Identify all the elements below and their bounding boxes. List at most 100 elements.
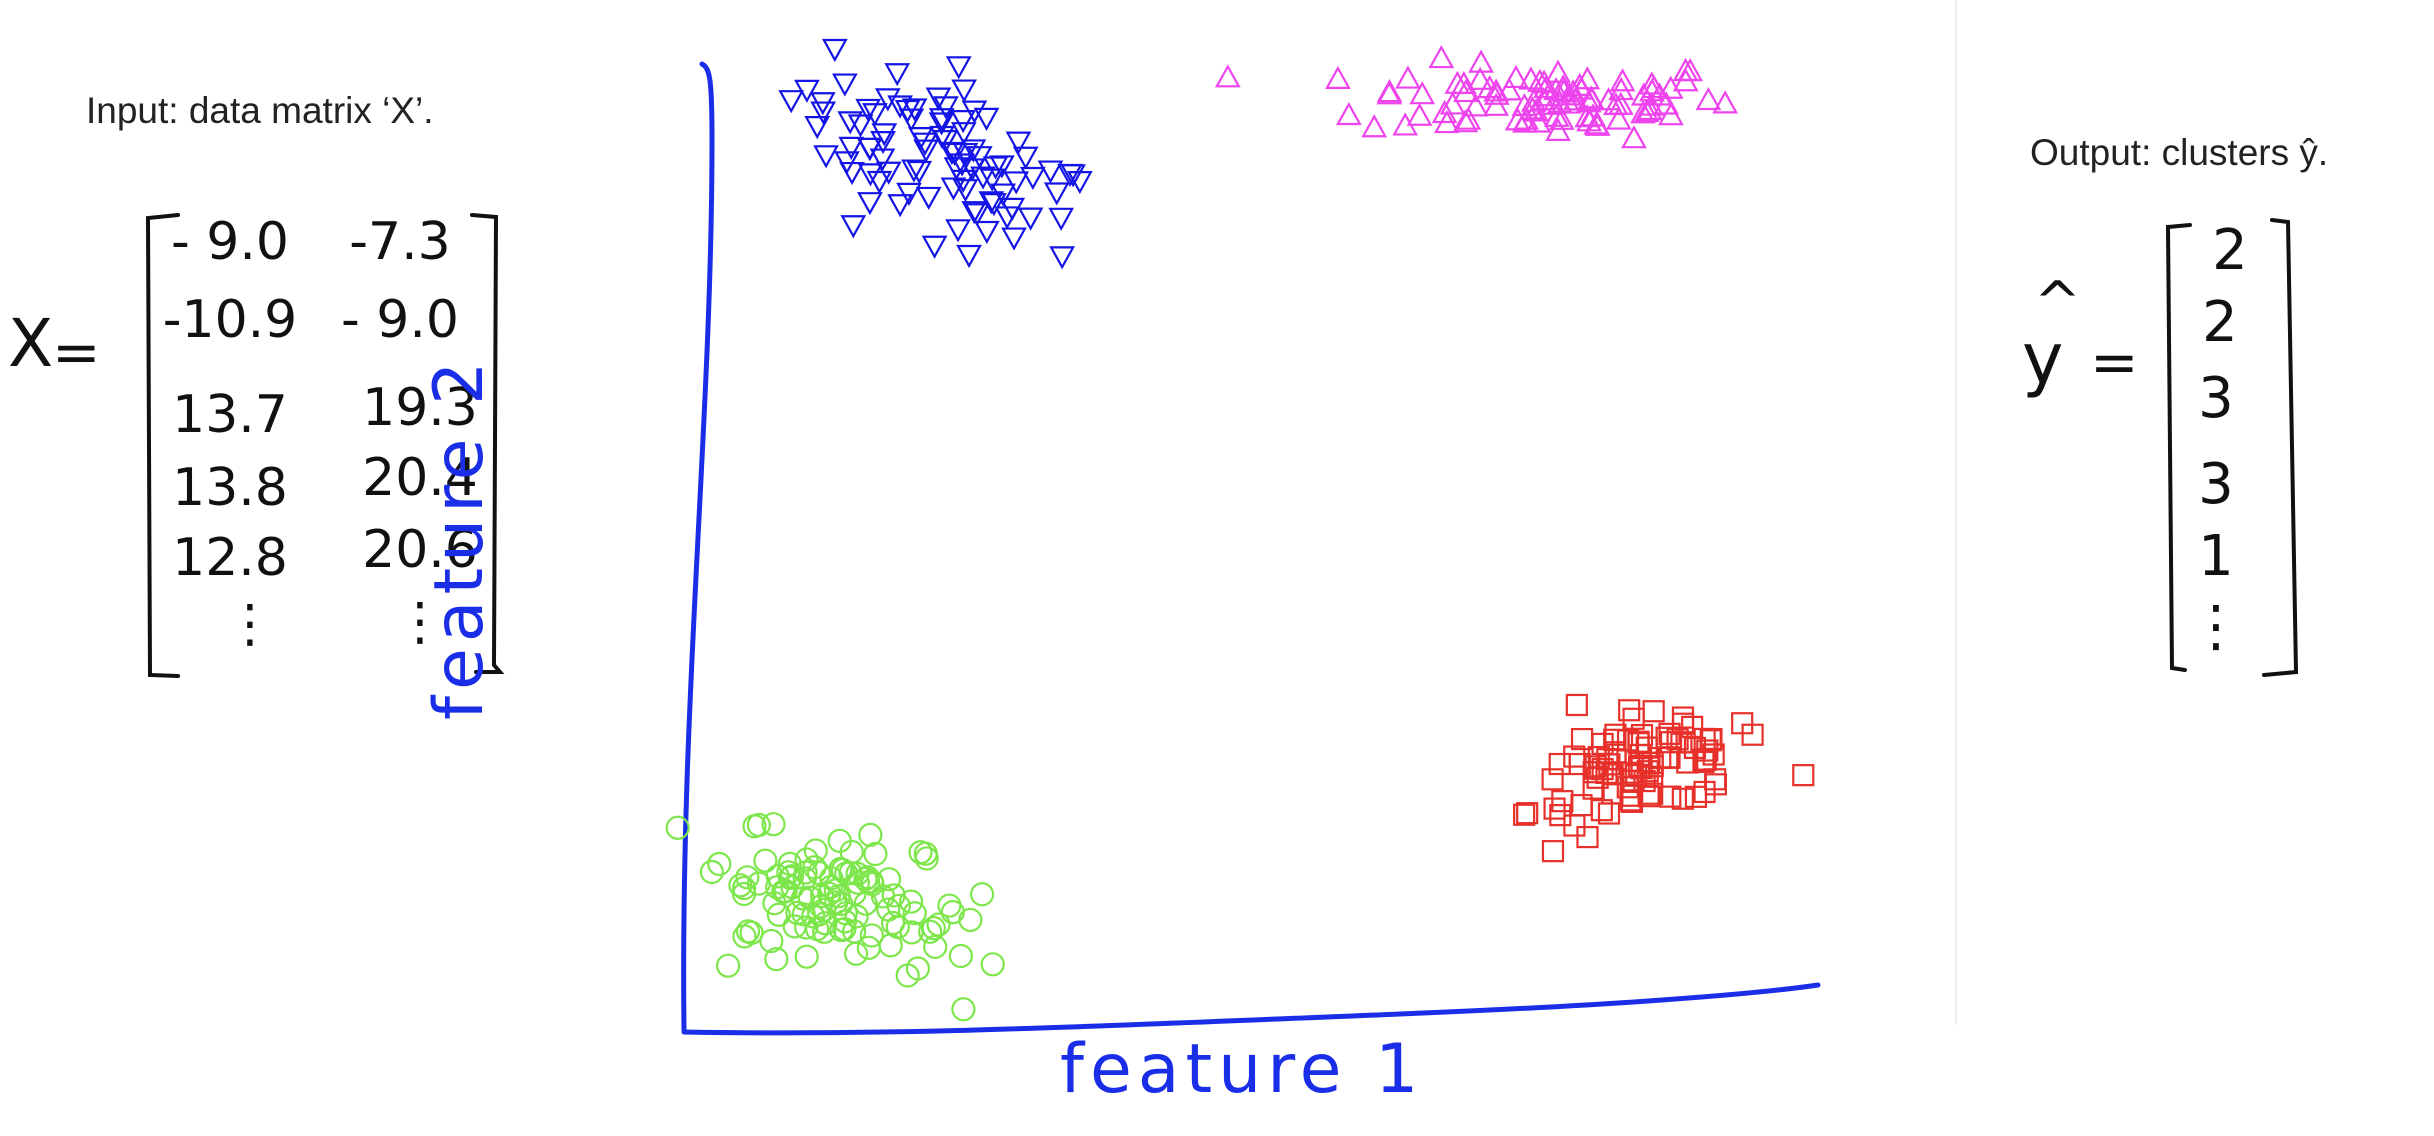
marker-circle bbox=[823, 878, 848, 903]
marker-square bbox=[1601, 763, 1624, 786]
marker-triangle-up bbox=[1409, 81, 1436, 105]
marker-square bbox=[1543, 797, 1566, 820]
marker-circle bbox=[859, 923, 884, 948]
marker-circle bbox=[819, 866, 844, 891]
marker-triangle-up bbox=[1444, 70, 1471, 94]
marker-triangle-up bbox=[1439, 91, 1466, 115]
marker-triangle-down bbox=[840, 215, 867, 239]
marker-triangle-down bbox=[861, 103, 888, 127]
marker-triangle-up bbox=[1452, 109, 1479, 133]
marker-triangle-up bbox=[1523, 98, 1549, 122]
marker-triangle-up bbox=[1695, 86, 1722, 111]
marker-square bbox=[1616, 729, 1640, 752]
marker-triangle-up bbox=[1519, 96, 1546, 120]
marker-triangle-up bbox=[1335, 101, 1362, 126]
yhat-symbol: y bbox=[2022, 318, 2064, 400]
matrix-cell: -7.3 bbox=[349, 212, 451, 272]
marker-triangle-up bbox=[1395, 65, 1421, 89]
marker-circle bbox=[839, 839, 864, 865]
marker-circle bbox=[753, 848, 778, 873]
marker-triangle-down bbox=[951, 79, 977, 103]
yhat-equals-sign: = bbox=[2090, 328, 2139, 396]
marker-circle bbox=[858, 822, 883, 847]
marker-triangle-up bbox=[1606, 106, 1632, 130]
marker-square bbox=[1684, 785, 1708, 808]
marker-triangle-up bbox=[1550, 78, 1577, 102]
marker-triangle-down bbox=[994, 206, 1020, 230]
marker-triangle-down bbox=[973, 107, 1000, 131]
marker-triangle-down bbox=[821, 38, 848, 63]
matrix-cell: 20.6 bbox=[362, 520, 478, 580]
marker-triangle-down bbox=[1003, 171, 1030, 195]
vector-cell: 2 bbox=[2212, 218, 2248, 283]
marker-triangle-up bbox=[1467, 66, 1493, 90]
marker-triangle-down bbox=[960, 139, 987, 163]
marker-triangle-up bbox=[1609, 68, 1636, 92]
marker-circle bbox=[707, 851, 732, 877]
marker-triangle-down bbox=[928, 112, 955, 136]
marker-circle bbox=[969, 882, 995, 907]
marker-triangle-down bbox=[847, 114, 874, 138]
matrix-right-bracket bbox=[470, 213, 505, 674]
marker-triangle-down bbox=[990, 183, 1017, 207]
marker-triangle-down bbox=[907, 126, 934, 151]
marker-circle bbox=[797, 885, 822, 910]
marker-circle bbox=[761, 812, 786, 837]
matrix-cell: - 9.0 bbox=[171, 212, 289, 272]
marker-square bbox=[1671, 706, 1695, 729]
marker-circle bbox=[859, 869, 884, 894]
marker-triangle-down bbox=[979, 168, 1006, 192]
vector-cell: 3 bbox=[2198, 366, 2234, 431]
matrix-left-bracket bbox=[145, 213, 180, 678]
marker-triangle-up bbox=[1428, 45, 1455, 69]
marker-triangle-down bbox=[915, 186, 942, 210]
marker-triangle-up bbox=[1483, 81, 1510, 105]
marker-triangle-up bbox=[1621, 125, 1647, 149]
vector-left-bracket bbox=[2165, 223, 2192, 672]
marker-triangle-down bbox=[945, 219, 971, 243]
marker-triangle-down bbox=[804, 116, 831, 140]
vector-cell: ⋮ bbox=[2188, 594, 2244, 659]
marker-triangle-up bbox=[1566, 72, 1593, 96]
marker-circle bbox=[735, 865, 760, 890]
marker-circle bbox=[829, 917, 854, 943]
marker-triangle-down bbox=[874, 88, 901, 112]
marker-circle bbox=[863, 841, 888, 867]
scatter-markers bbox=[665, 38, 1815, 1022]
marker-triangle-down bbox=[1001, 227, 1027, 251]
input-caption: Input: data matrix ‘X’. bbox=[86, 90, 434, 131]
marker-square bbox=[1586, 766, 1609, 789]
x-matrix-symbol: X bbox=[8, 305, 54, 382]
vector-cell: 2 bbox=[2202, 290, 2238, 355]
marker-square bbox=[1630, 723, 1654, 747]
marker-circle bbox=[845, 870, 870, 895]
marker-triangle-up bbox=[1646, 82, 1673, 106]
marker-square bbox=[1625, 763, 1648, 787]
marker-triangle-up bbox=[1433, 110, 1460, 134]
marker-circle bbox=[773, 879, 798, 904]
marker-triangle-up bbox=[1455, 106, 1482, 130]
marker-square bbox=[1549, 804, 1572, 827]
marker-triangle-down bbox=[884, 63, 911, 87]
marker-triangle-down bbox=[981, 193, 1007, 217]
marker-circle bbox=[902, 901, 927, 926]
marker-triangle-down bbox=[837, 111, 864, 135]
marker-triangle-down bbox=[950, 122, 977, 146]
marker-triangle-down bbox=[857, 163, 884, 187]
marker-circle bbox=[764, 947, 789, 972]
marker-circle bbox=[898, 889, 924, 914]
marker-square bbox=[1582, 761, 1605, 784]
marker-triangle-down bbox=[952, 179, 979, 203]
marker-triangle-down bbox=[871, 123, 898, 147]
marker-circle bbox=[918, 919, 943, 944]
marker-circle bbox=[780, 875, 805, 900]
matrix-cell: 19.3 bbox=[362, 378, 478, 438]
marker-circle bbox=[794, 847, 819, 872]
marker-triangle-up bbox=[1406, 102, 1433, 126]
marker-triangle-up bbox=[1325, 65, 1351, 89]
marker-square bbox=[1659, 785, 1682, 808]
marker-triangle-down bbox=[913, 139, 939, 163]
marker-triangle-up bbox=[1608, 76, 1635, 101]
marker-triangle-up bbox=[1545, 117, 1571, 141]
marker-triangle-up bbox=[1496, 77, 1523, 101]
